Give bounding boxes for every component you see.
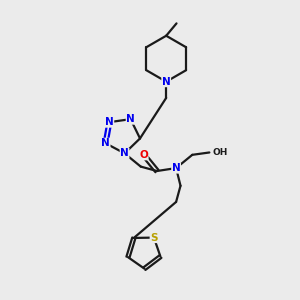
Text: OH: OH	[213, 148, 228, 157]
Text: N: N	[120, 148, 129, 158]
Text: N: N	[105, 117, 114, 127]
Text: N: N	[101, 138, 110, 148]
Text: N: N	[172, 163, 181, 173]
Text: N: N	[126, 114, 135, 124]
Text: N: N	[162, 77, 171, 87]
Text: O: O	[139, 150, 148, 160]
Text: S: S	[150, 232, 158, 243]
